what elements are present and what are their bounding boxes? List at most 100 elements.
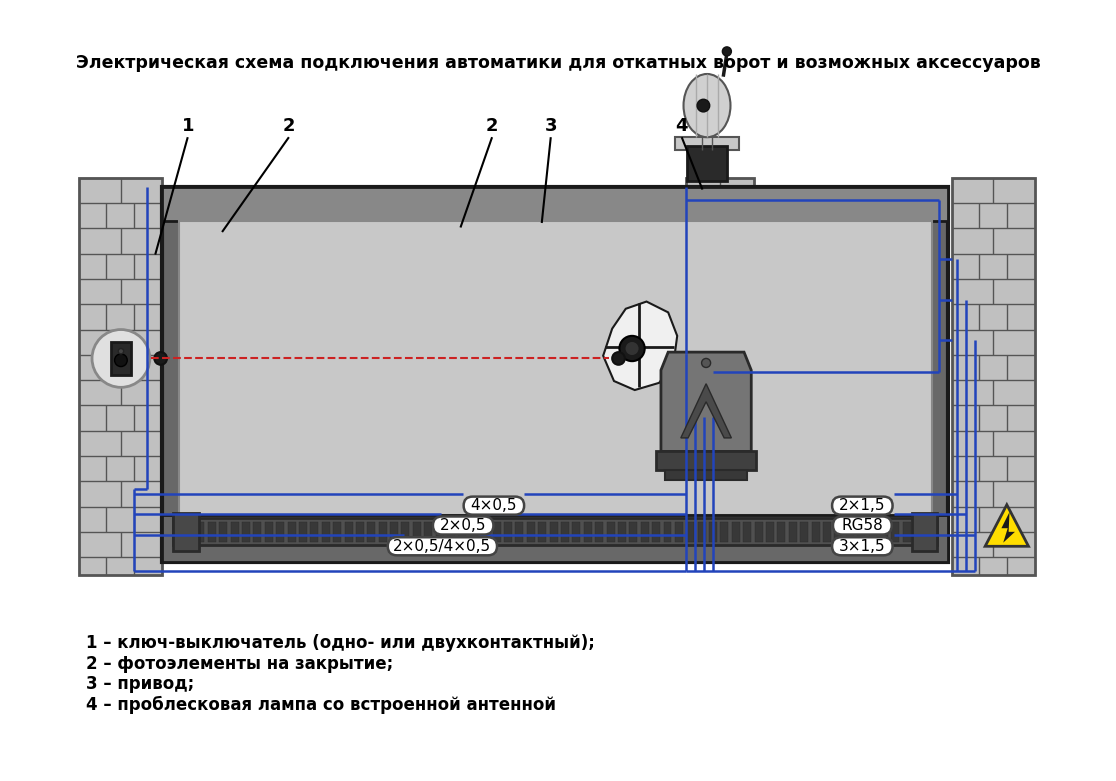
Bar xyxy=(196,522,204,542)
Bar xyxy=(173,519,937,545)
Bar xyxy=(584,522,591,542)
Bar xyxy=(356,522,364,542)
FancyBboxPatch shape xyxy=(433,516,493,534)
Bar xyxy=(492,522,501,542)
Circle shape xyxy=(698,99,710,112)
Text: 2×1,5: 2×1,5 xyxy=(839,498,886,513)
Text: 2 – фотоэлементы на закрытие;: 2 – фотоэлементы на закрытие; xyxy=(86,654,393,672)
Bar xyxy=(276,522,285,542)
Bar xyxy=(573,522,580,542)
Bar xyxy=(698,522,705,542)
Bar xyxy=(811,522,819,542)
Bar xyxy=(800,522,808,542)
Bar xyxy=(310,522,318,542)
Bar xyxy=(424,522,432,542)
Bar xyxy=(470,522,478,542)
Circle shape xyxy=(625,341,639,355)
Bar xyxy=(264,522,272,542)
Bar xyxy=(334,522,341,542)
Text: 3×1,5: 3×1,5 xyxy=(839,539,886,554)
Bar xyxy=(163,187,949,562)
Bar xyxy=(402,522,410,542)
Bar xyxy=(79,178,163,575)
Polygon shape xyxy=(661,352,751,451)
Bar xyxy=(173,513,199,551)
Text: Электрическая схема подключения автоматики для откатных ворот и возможных аксесс: Электрическая схема подключения автомати… xyxy=(76,54,1040,72)
Bar xyxy=(459,522,466,542)
Bar xyxy=(789,522,797,542)
Bar xyxy=(754,522,762,542)
Circle shape xyxy=(115,354,127,366)
Bar xyxy=(686,522,694,542)
Bar xyxy=(208,522,215,542)
FancyBboxPatch shape xyxy=(463,497,525,515)
Bar xyxy=(721,522,729,542)
Bar xyxy=(110,342,131,375)
Bar xyxy=(549,522,558,542)
Text: 1 – ключ-выключатель (одно- или двухконтактный);: 1 – ключ-выключатель (одно- или двухконт… xyxy=(86,634,595,652)
Bar xyxy=(288,522,296,542)
Bar xyxy=(185,522,193,542)
Text: 2: 2 xyxy=(282,117,295,135)
Bar xyxy=(652,522,660,542)
Bar xyxy=(253,522,261,542)
Bar xyxy=(675,522,683,542)
Ellipse shape xyxy=(683,74,731,137)
Text: RG58: RG58 xyxy=(841,518,883,533)
Bar xyxy=(687,146,727,180)
Bar xyxy=(504,522,512,542)
Text: 2×0,5: 2×0,5 xyxy=(440,518,487,533)
Bar xyxy=(686,178,754,205)
Bar xyxy=(903,522,911,542)
FancyBboxPatch shape xyxy=(833,516,892,534)
Polygon shape xyxy=(603,301,677,390)
Bar xyxy=(242,522,250,542)
Bar xyxy=(321,522,329,542)
Bar xyxy=(391,522,398,542)
Bar xyxy=(892,522,899,542)
Bar xyxy=(345,522,353,542)
FancyBboxPatch shape xyxy=(833,537,893,555)
Bar xyxy=(822,522,831,542)
Bar xyxy=(163,187,949,221)
Text: 1: 1 xyxy=(182,117,194,135)
Bar xyxy=(618,522,626,542)
Text: 4: 4 xyxy=(675,117,687,135)
FancyBboxPatch shape xyxy=(833,497,893,515)
Text: 4×0,5: 4×0,5 xyxy=(471,498,517,513)
Bar xyxy=(179,221,932,515)
Bar xyxy=(595,522,603,542)
Text: 4 – проблесковая лампа со встроенной антенной: 4 – проблесковая лампа со встроенной ант… xyxy=(86,696,556,715)
Bar xyxy=(912,513,937,551)
Bar xyxy=(709,522,718,542)
Bar xyxy=(413,522,421,542)
Bar xyxy=(538,522,546,542)
Circle shape xyxy=(92,330,150,387)
Text: 2×0,5/4×0,5: 2×0,5/4×0,5 xyxy=(393,539,491,554)
Bar xyxy=(778,522,786,542)
Bar xyxy=(629,522,637,542)
Bar xyxy=(743,522,751,542)
Circle shape xyxy=(154,352,167,365)
Bar xyxy=(766,522,775,542)
Bar xyxy=(857,522,865,542)
Bar xyxy=(516,522,523,542)
Bar xyxy=(219,522,228,542)
Bar xyxy=(299,522,307,542)
Bar xyxy=(367,522,375,542)
Bar xyxy=(881,522,888,542)
Bar xyxy=(231,522,239,542)
Text: 3: 3 xyxy=(545,117,557,135)
Bar xyxy=(163,515,949,562)
Circle shape xyxy=(619,336,645,361)
Circle shape xyxy=(702,358,711,368)
Bar xyxy=(952,178,1035,575)
Bar xyxy=(656,451,756,469)
Bar xyxy=(641,522,648,542)
Bar xyxy=(435,522,444,542)
Text: 2: 2 xyxy=(485,117,499,135)
Polygon shape xyxy=(985,505,1029,546)
Bar xyxy=(914,522,922,542)
Bar xyxy=(835,522,843,542)
Bar xyxy=(607,522,615,542)
